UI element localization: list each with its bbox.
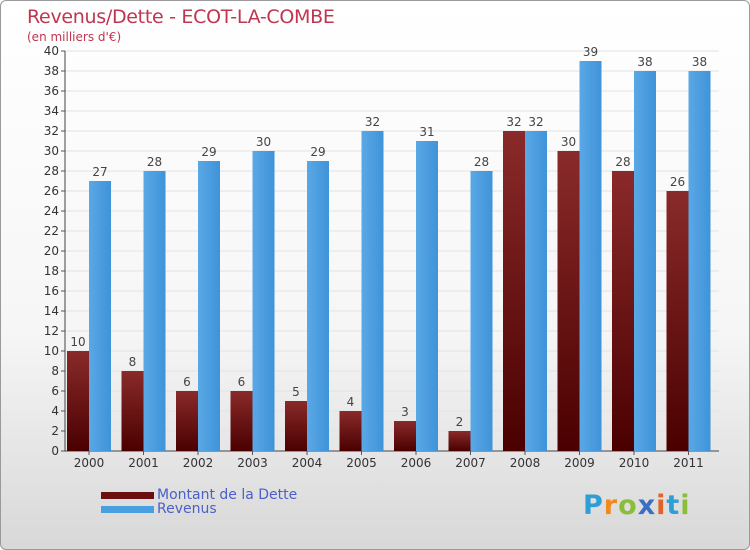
y-tick-label: 36 (44, 84, 59, 98)
data-label-revenus: 28 (474, 155, 489, 169)
bar-dette (612, 171, 634, 451)
y-tick-label: 34 (44, 104, 59, 118)
data-label-dette: 32 (506, 115, 521, 129)
bar-revenus (579, 61, 602, 451)
data-label-dette: 6 (238, 375, 246, 389)
y-tick-label: 18 (44, 264, 59, 278)
data-label-dette: 2 (456, 415, 464, 429)
data-label-revenus: 29 (310, 145, 325, 159)
bar-revenus (307, 161, 329, 451)
y-tick-label: 38 (44, 64, 59, 78)
data-label-dette: 4 (347, 395, 355, 409)
x-tick-label: 2001 (128, 456, 159, 470)
y-tick-label: 30 (44, 144, 59, 158)
y-tick-label: 12 (44, 324, 59, 338)
x-tick-label: 2011 (673, 456, 704, 470)
y-tick-label: 24 (44, 204, 59, 218)
y-tick-label: 20 (44, 244, 59, 258)
y-tick-label: 32 (44, 124, 59, 138)
x-tick-label: 2003 (237, 456, 268, 470)
data-label-revenus: 31 (419, 125, 434, 139)
bar-revenus (525, 131, 547, 451)
data-label-dette: 26 (670, 175, 685, 189)
data-label-revenus: 28 (147, 155, 162, 169)
bar-dette (230, 391, 253, 451)
chart-title: Revenus/Dette - ECOT-LA-COMBE (27, 6, 335, 28)
bar-dette (666, 191, 689, 451)
chart-subtitle: (en milliers d'€) (27, 30, 122, 44)
x-tick-label: 2000 (74, 456, 105, 470)
bar-revenus (143, 171, 166, 451)
bar-dette (394, 421, 416, 451)
proxiti-logo: Proxiti (583, 490, 691, 521)
x-tick-label: 2010 (619, 456, 650, 470)
data-label-dette: 8 (129, 355, 137, 369)
bar-revenus (361, 131, 384, 451)
data-label-revenus: 27 (92, 165, 107, 179)
bar-dette (285, 401, 307, 451)
bar-revenus (89, 181, 111, 451)
x-tick-label: 2009 (564, 456, 595, 470)
legend-item-dette: Montant de la Dette (101, 487, 298, 503)
y-tick-label: 16 (44, 284, 59, 298)
y-tick-label: 6 (51, 384, 59, 398)
data-label-revenus: 32 (528, 115, 543, 129)
x-tick-label: 2005 (346, 456, 377, 470)
bar-revenus (416, 141, 438, 451)
bar-revenus (198, 161, 220, 451)
data-label-revenus: 32 (365, 115, 380, 129)
data-label-revenus: 30 (256, 135, 271, 149)
y-tick-label: 8 (51, 364, 59, 378)
data-label-dette: 28 (615, 155, 630, 169)
y-tick-label: 14 (44, 304, 59, 318)
y-tick-label: 10 (44, 344, 59, 358)
y-tick-label: 2 (51, 424, 59, 438)
data-label-dette: 10 (70, 335, 85, 349)
data-label-dette: 5 (292, 385, 300, 399)
bar-dette (557, 151, 580, 451)
x-tick-label: 2006 (401, 456, 432, 470)
legend-label-dette: Montant de la Dette (157, 487, 298, 503)
data-label-dette: 30 (561, 135, 576, 149)
bar-dette (503, 131, 525, 451)
bar-dette (67, 351, 89, 451)
data-label-revenus: 38 (637, 55, 652, 69)
data-label-dette: 3 (401, 405, 409, 419)
legend-swatch-revenus (101, 505, 154, 513)
bar-dette (448, 431, 471, 451)
legend-label-revenus: Revenus (157, 501, 217, 517)
data-label-dette: 6 (183, 375, 191, 389)
data-label-revenus: 39 (583, 45, 598, 59)
y-tick-label: 4 (51, 404, 59, 418)
bar-revenus (688, 71, 711, 451)
x-tick-label: 2007 (455, 456, 486, 470)
y-tick-label: 0 (51, 444, 59, 458)
y-tick-label: 22 (44, 224, 59, 238)
data-label-revenus: 29 (201, 145, 216, 159)
bar-dette (121, 371, 144, 451)
legend-item-revenus: Revenus (101, 501, 217, 517)
bar-dette (339, 411, 362, 451)
data-label-revenus: 38 (692, 55, 707, 69)
x-tick-label: 2004 (292, 456, 323, 470)
y-tick-label: 26 (44, 184, 59, 198)
bar-dette (176, 391, 198, 451)
bar-revenus (252, 151, 275, 451)
y-tick-label: 40 (44, 44, 59, 58)
x-tick-label: 2002 (183, 456, 214, 470)
y-tick-label: 28 (44, 164, 59, 178)
bar-revenus (634, 71, 656, 451)
legend-swatch-dette (101, 491, 154, 499)
bar-revenus (470, 171, 493, 451)
x-tick-label: 2008 (510, 456, 541, 470)
